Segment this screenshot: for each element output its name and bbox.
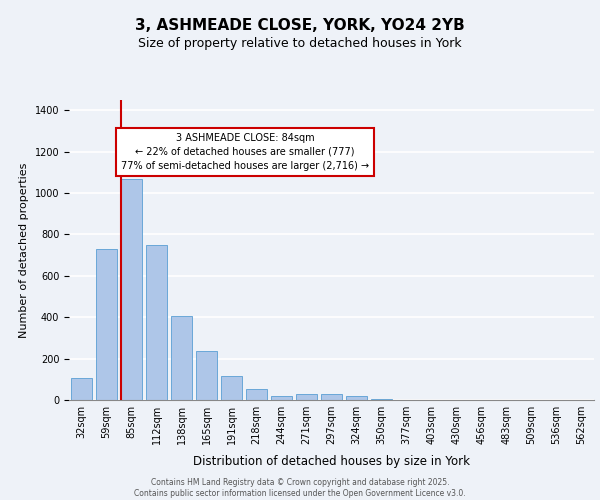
Bar xyxy=(171,316,192,400)
Text: 3 ASHMEADE CLOSE: 84sqm
← 22% of detached houses are smaller (777)
77% of semi-d: 3 ASHMEADE CLOSE: 84sqm ← 22% of detache… xyxy=(121,133,369,171)
Text: 3, ASHMEADE CLOSE, YORK, YO24 2YB: 3, ASHMEADE CLOSE, YORK, YO24 2YB xyxy=(135,18,465,32)
X-axis label: Distribution of detached houses by size in York: Distribution of detached houses by size … xyxy=(193,456,470,468)
Bar xyxy=(246,388,267,400)
Bar xyxy=(371,399,392,400)
Bar xyxy=(96,249,117,400)
Bar xyxy=(296,394,317,400)
Bar xyxy=(146,245,167,400)
Bar xyxy=(221,376,242,400)
Bar xyxy=(321,394,342,400)
Text: Contains HM Land Registry data © Crown copyright and database right 2025.
Contai: Contains HM Land Registry data © Crown c… xyxy=(134,478,466,498)
Bar xyxy=(271,396,292,400)
Text: Size of property relative to detached houses in York: Size of property relative to detached ho… xyxy=(138,38,462,51)
Bar xyxy=(121,178,142,400)
Bar xyxy=(71,378,92,400)
Bar xyxy=(196,351,217,400)
Bar xyxy=(346,396,367,400)
Y-axis label: Number of detached properties: Number of detached properties xyxy=(19,162,29,338)
